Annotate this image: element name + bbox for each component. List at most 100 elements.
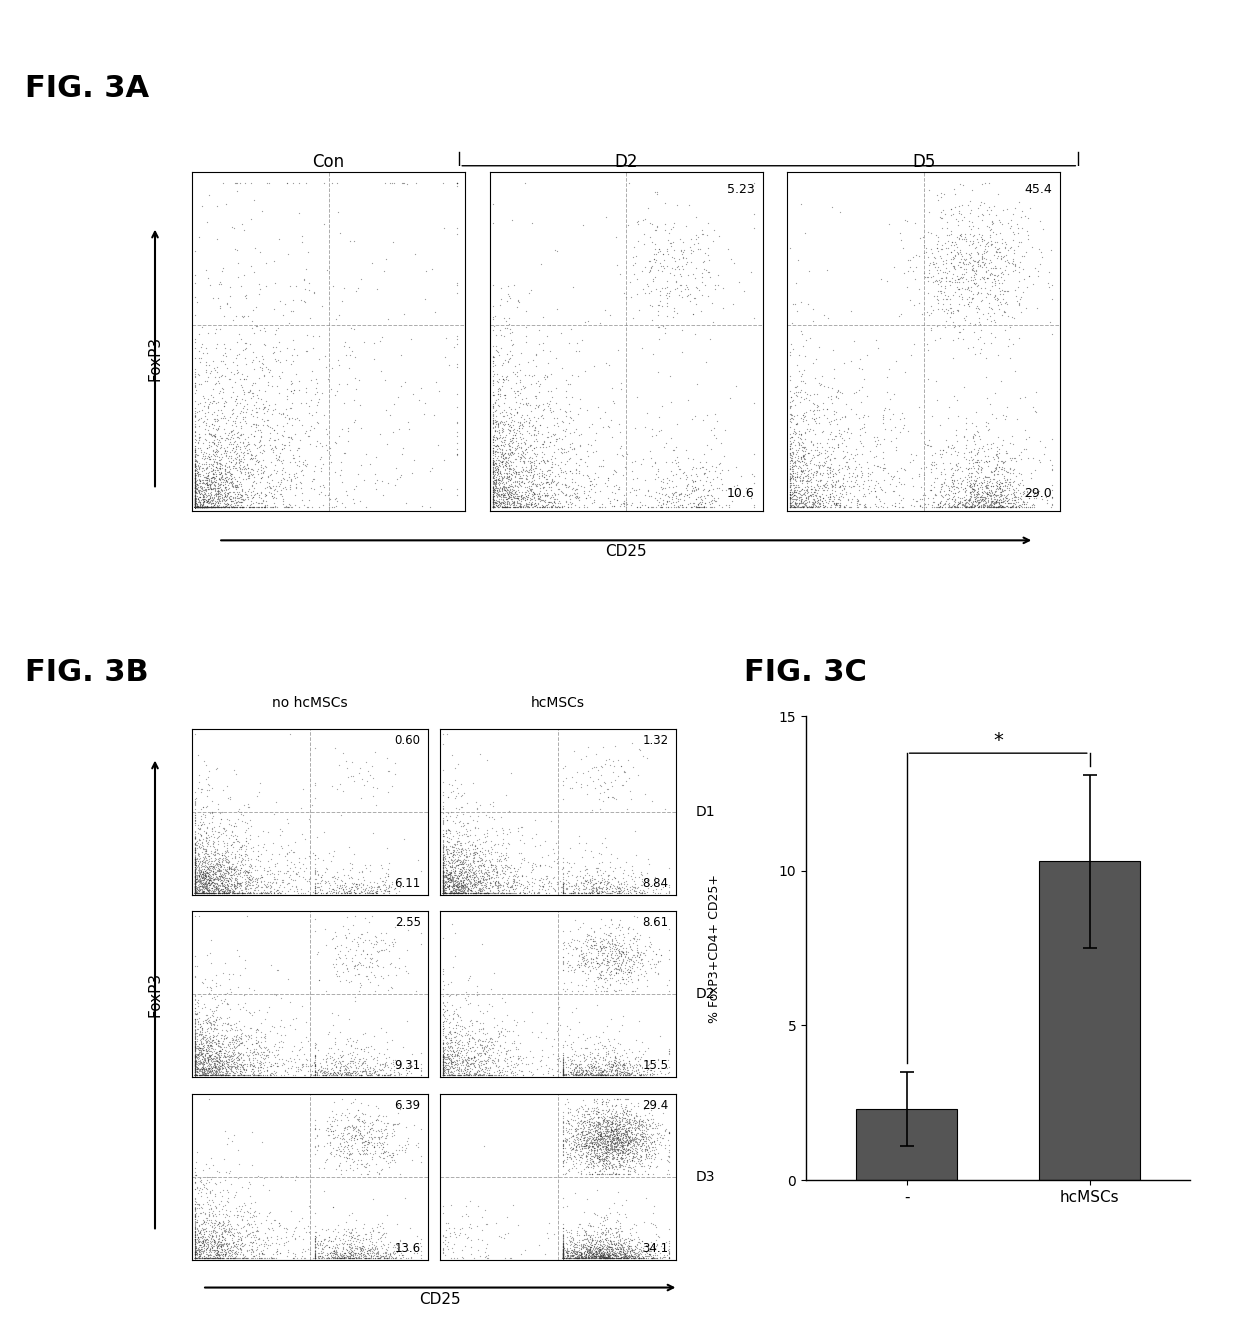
Point bbox=[593, 937, 613, 959]
Point bbox=[436, 883, 456, 904]
Point bbox=[781, 427, 801, 448]
Point bbox=[559, 394, 579, 415]
Point bbox=[289, 1225, 309, 1246]
Point bbox=[635, 1130, 655, 1151]
Point bbox=[212, 870, 232, 891]
Point bbox=[357, 1152, 377, 1174]
Point bbox=[237, 1044, 257, 1065]
Point bbox=[346, 1248, 366, 1269]
Point bbox=[594, 930, 614, 951]
Point bbox=[229, 875, 249, 896]
Point bbox=[520, 471, 539, 492]
Point bbox=[217, 1200, 237, 1221]
Point bbox=[191, 873, 211, 894]
Point bbox=[688, 477, 708, 499]
Point bbox=[195, 1176, 215, 1197]
Point bbox=[351, 1242, 371, 1264]
Point bbox=[578, 1231, 598, 1252]
Point bbox=[205, 1054, 224, 1075]
Point bbox=[610, 957, 630, 979]
Point bbox=[636, 1241, 656, 1262]
Point bbox=[833, 448, 853, 469]
Point bbox=[439, 863, 459, 884]
Point bbox=[565, 957, 585, 979]
Point bbox=[980, 485, 999, 507]
Point bbox=[616, 1065, 636, 1086]
Point bbox=[467, 883, 487, 904]
Point bbox=[201, 496, 221, 517]
Point bbox=[263, 442, 283, 463]
Point bbox=[450, 865, 470, 886]
Point bbox=[224, 1248, 244, 1269]
Point bbox=[195, 1248, 215, 1269]
Point bbox=[226, 473, 246, 495]
Point bbox=[983, 302, 1003, 324]
Point bbox=[193, 495, 213, 516]
Point bbox=[482, 460, 502, 481]
Point bbox=[185, 460, 205, 481]
Point bbox=[574, 870, 594, 891]
Point bbox=[201, 448, 221, 469]
Point bbox=[621, 1237, 641, 1258]
Point bbox=[334, 1248, 353, 1269]
Point bbox=[567, 1140, 587, 1162]
Point bbox=[227, 883, 247, 904]
Point bbox=[812, 475, 832, 496]
Point bbox=[305, 1231, 325, 1252]
Point bbox=[484, 450, 503, 471]
Point bbox=[335, 1242, 355, 1264]
Point bbox=[526, 394, 546, 415]
Point bbox=[255, 320, 275, 341]
Point bbox=[203, 1200, 223, 1221]
Point bbox=[806, 485, 826, 507]
Point bbox=[587, 1248, 606, 1269]
Point bbox=[556, 1063, 575, 1085]
Point bbox=[595, 1136, 615, 1158]
Point bbox=[918, 488, 937, 509]
Point bbox=[789, 475, 808, 496]
Point bbox=[601, 1119, 621, 1140]
Point bbox=[567, 483, 587, 504]
Point bbox=[252, 883, 272, 904]
Point bbox=[229, 1221, 249, 1242]
Point bbox=[689, 492, 709, 513]
Point bbox=[208, 493, 228, 514]
Point bbox=[1008, 487, 1028, 508]
Point bbox=[653, 471, 673, 492]
Point bbox=[197, 491, 217, 512]
Point bbox=[185, 1057, 205, 1078]
Point bbox=[569, 956, 589, 977]
Point bbox=[440, 863, 460, 884]
Point bbox=[197, 1065, 217, 1086]
Point bbox=[487, 427, 507, 448]
Point bbox=[564, 1241, 584, 1262]
Point bbox=[316, 1065, 336, 1086]
Point bbox=[527, 1058, 547, 1079]
Point bbox=[433, 842, 453, 863]
Point bbox=[808, 444, 828, 465]
Point bbox=[203, 883, 223, 904]
Point bbox=[544, 866, 564, 887]
Point bbox=[553, 874, 573, 895]
Point bbox=[707, 477, 727, 499]
Point bbox=[988, 343, 1008, 365]
Point bbox=[329, 1248, 348, 1269]
Point bbox=[1001, 317, 1021, 338]
Point bbox=[606, 1232, 626, 1253]
Point bbox=[342, 873, 362, 894]
Point bbox=[186, 1053, 206, 1074]
Point bbox=[247, 883, 267, 904]
Point bbox=[981, 485, 1001, 507]
Point bbox=[206, 1225, 226, 1246]
Point bbox=[185, 1052, 205, 1073]
Point bbox=[522, 867, 542, 888]
Point bbox=[453, 875, 472, 896]
Point bbox=[185, 866, 205, 887]
Point bbox=[192, 1062, 212, 1083]
Point bbox=[471, 873, 491, 894]
Point bbox=[448, 883, 467, 904]
Point bbox=[598, 1062, 618, 1083]
Point bbox=[605, 1245, 625, 1266]
Point bbox=[376, 1227, 396, 1248]
Point bbox=[657, 472, 677, 493]
